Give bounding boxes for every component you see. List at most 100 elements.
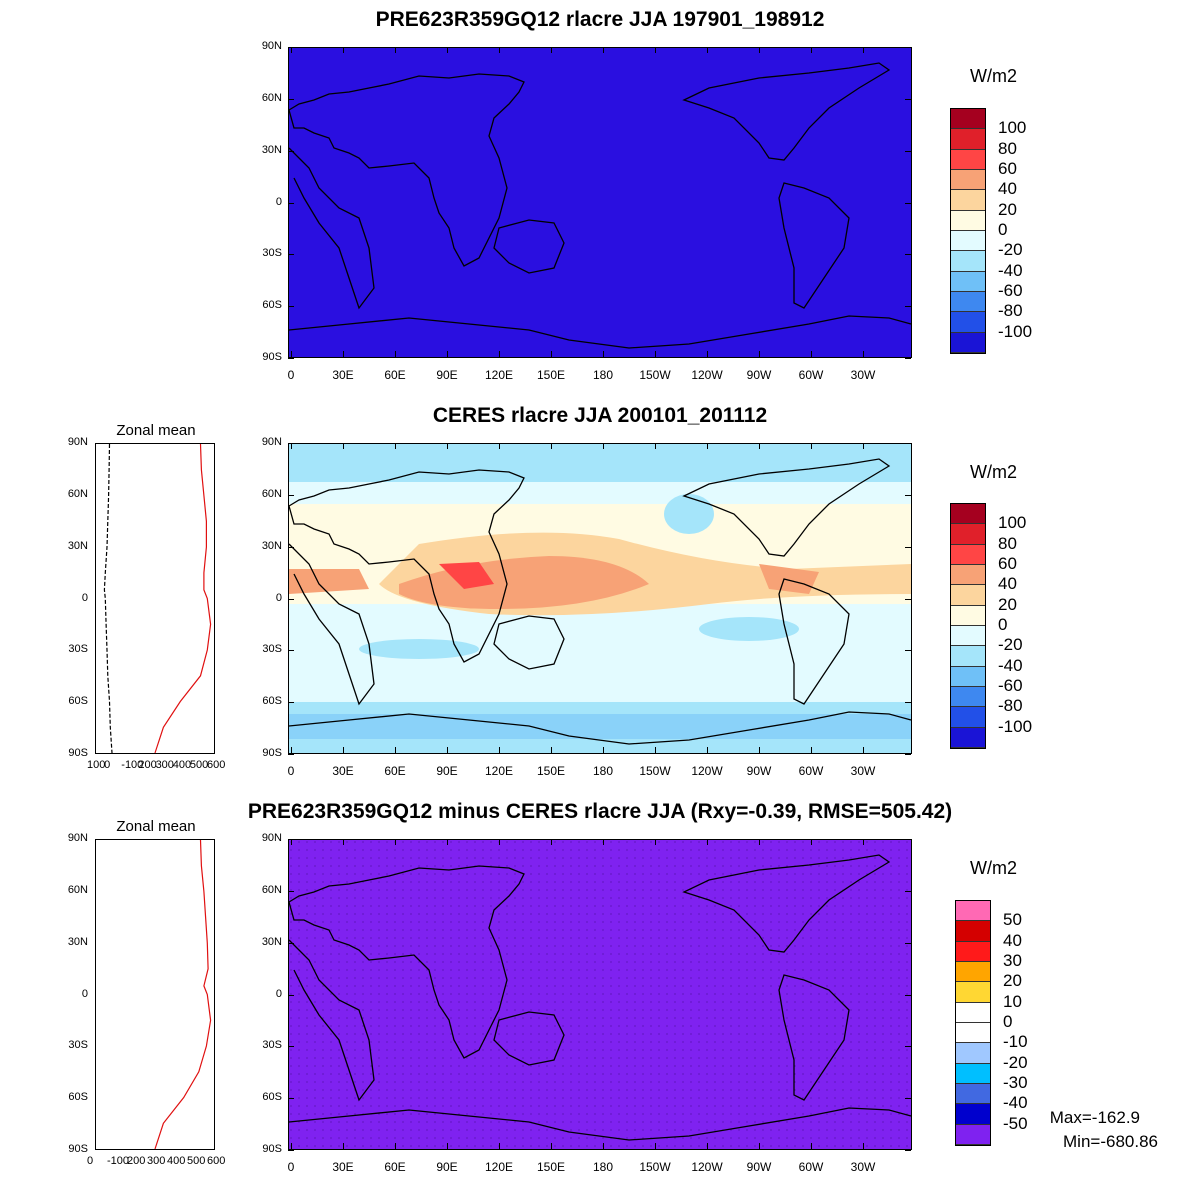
lat-label: 0 [275,987,282,1000]
lon-tick [863,1143,864,1149]
max-stat: Max=-162.9 [1049,1108,1140,1127]
lat-label: 30S [262,247,282,260]
lon-tick [395,351,396,357]
lat-tick [288,150,294,152]
lon-label: 90W [746,1160,772,1174]
lon-tick [291,47,292,53]
lon-label: 120W [691,1160,723,1174]
zonal-x-tick-label: 600 [207,759,226,771]
lon-tick [343,1143,344,1149]
colorbar-label: -40 [998,655,1023,675]
lat-tick [905,650,911,652]
lat-tick [905,546,911,548]
colorbar-swatch [956,1104,990,1125]
lon-label: 60W [798,1160,824,1174]
colorbar-swatch [956,961,990,983]
lon-tick [447,1143,448,1149]
lon-tick [707,839,708,845]
zonal-lat-label: 60S [68,695,88,708]
lon-label: 150W [639,1160,671,1174]
lon-tick [395,839,396,845]
lon-tick [499,47,500,53]
lon-tick [499,1143,500,1149]
lat-tick [905,1046,911,1048]
lon-label: 90W [746,368,772,382]
lon-tick [603,351,604,357]
lon-label: 180 [592,1160,614,1174]
lon-tick [551,1143,552,1149]
zonal-mean-series [103,443,113,754]
zonal-lat-label: 60S [68,1091,88,1104]
colorbar-swatch [951,564,985,586]
lat-tick [288,942,294,944]
lat-tick [288,1150,294,1151]
zonal-lat-label: 0 [81,987,88,1000]
colorbar-swatch [951,727,985,748]
colorbar-swatch [956,901,990,922]
colorbar-label: 0 [998,615,1008,634]
colorbar-label: -10 [1003,1032,1028,1052]
lon-tick [447,839,448,845]
lon-tick [291,747,292,753]
lon-tick [707,443,708,449]
colorbar-label: 50 [1003,910,1022,930]
lat-tick [905,839,911,840]
zonal-mean-lines-2 [103,443,212,754]
panel2-field [288,444,912,753]
colorbar-swatch [956,1022,990,1044]
lon-label: 30E [332,368,354,382]
colorbar-swatch [951,646,985,667]
colorbar-label: -20 [998,635,1023,655]
lon-tick [499,443,500,449]
lon-label: 60E [384,764,406,778]
zonal-x-tick-label: 400 [167,1155,186,1167]
lat-label: 90N [261,832,282,844]
panel3-title: PRE623R359GQ12 minus CERES rlacre JJA (R… [247,800,953,823]
lat-tick [905,150,911,152]
lat-label: 30S [262,643,282,656]
lon-tick [499,839,500,845]
lat-label: 90S [262,1143,282,1155]
panel3-coastlines [288,840,912,1149]
colorbar-swatch [956,1124,990,1145]
lat-label: 30S [262,1039,282,1052]
lon-tick [759,47,760,53]
colorbar-label: 80 [998,533,1017,553]
lat-tick [905,702,911,704]
panel2-colorbar [950,503,986,749]
colorbar-swatch [951,210,985,231]
colorbar-swatch [951,707,985,728]
lat-tick [288,358,294,359]
lat-tick [905,202,911,204]
colorbar-label: 40 [998,179,1017,199]
lon-label: 30W [850,1160,876,1174]
lon-tick [291,839,292,845]
colorbar-label: 30 [1003,951,1022,970]
colorbar-label: -80 [998,301,1023,321]
lon-tick [291,351,292,357]
colorbar-swatch [956,921,990,942]
colorbar-label: -20 [1003,1052,1028,1072]
lon-label: 150W [639,368,671,382]
colorbar-label: -50 [1003,1113,1028,1133]
lon-tick [395,747,396,753]
lat-label: 30N [261,539,282,552]
lat-tick [288,494,294,496]
lat-tick [905,306,911,308]
panel3-map [288,839,912,1150]
lon-tick [343,839,344,845]
lon-label: 30E [332,1160,354,1174]
lon-tick [811,1143,812,1149]
lon-tick [447,443,448,449]
zonal-x-tick-label: 500 [187,1155,206,1167]
lon-label: 60E [384,1160,406,1174]
lon-label: 150E [536,1160,566,1174]
zonal-lat-label: 30S [68,1039,88,1052]
colorbar-label: 80 [998,138,1017,158]
colorbar-swatch [956,1083,990,1105]
colorbar-label: 20 [998,594,1017,614]
lon-tick [291,443,292,449]
zonal-lat-label: 0 [81,591,88,604]
lon-tick [551,351,552,357]
lat-tick [288,994,294,996]
